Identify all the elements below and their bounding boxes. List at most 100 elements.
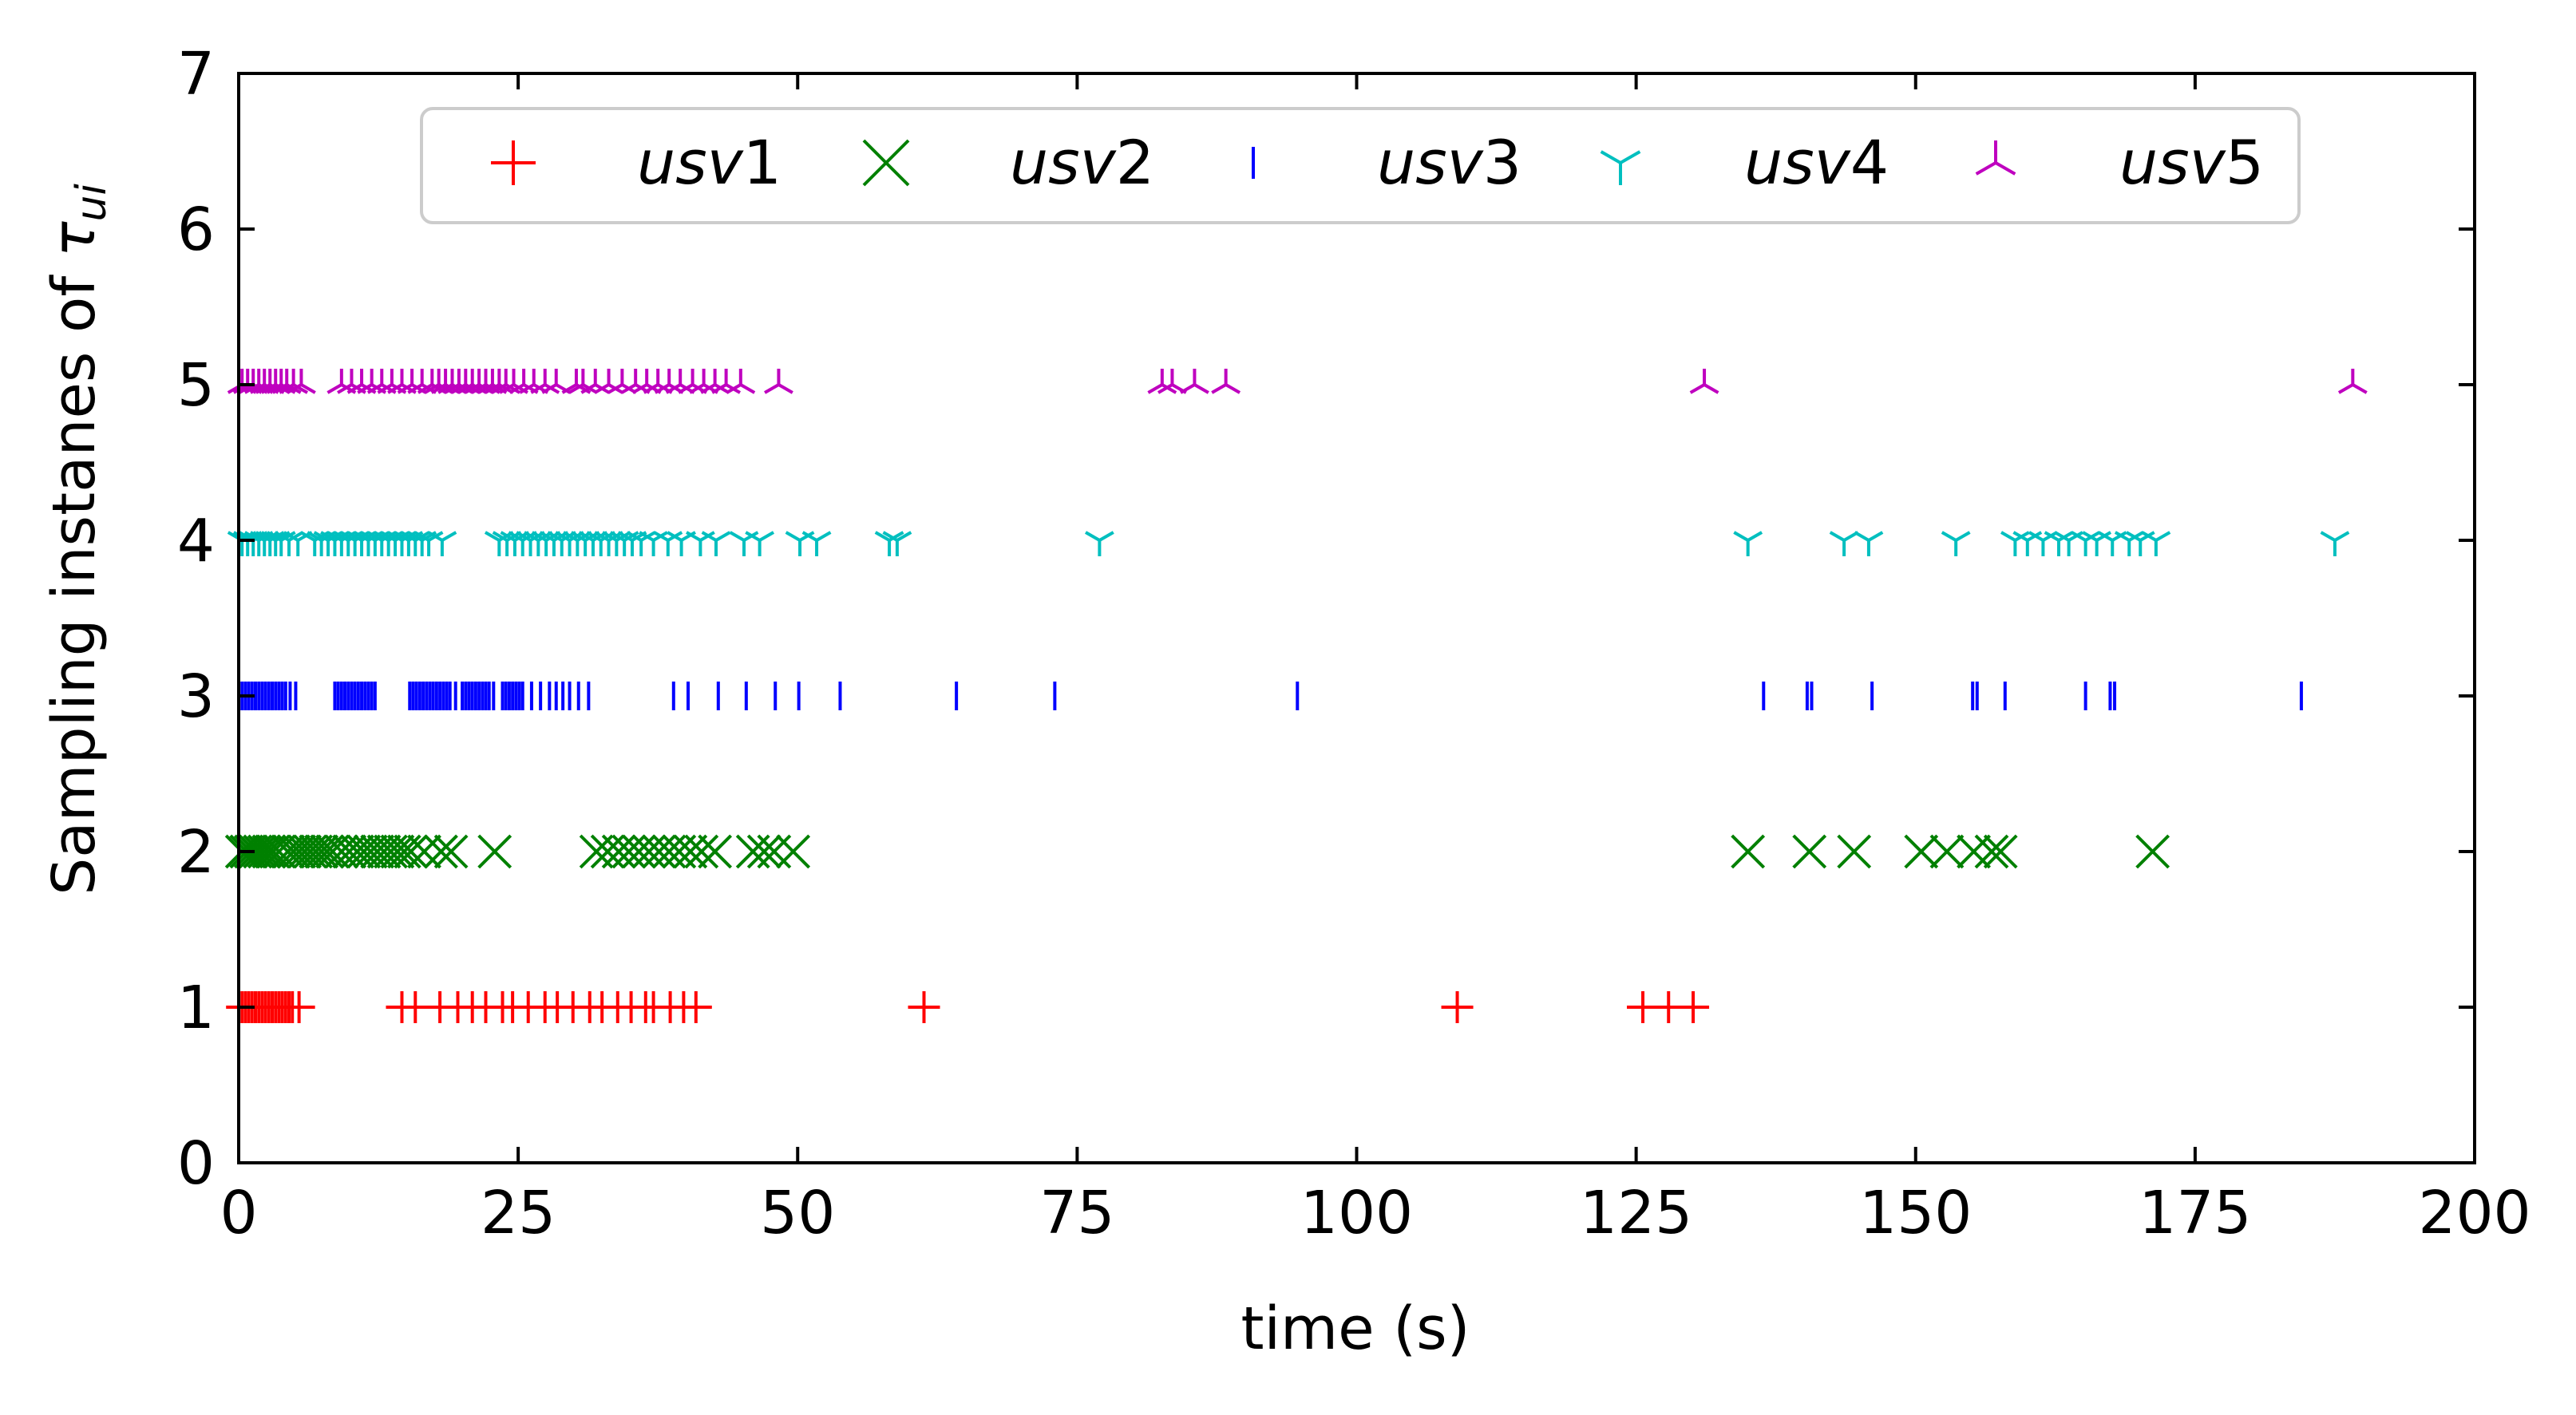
point-usv2	[698, 834, 733, 869]
point-usv2	[433, 834, 469, 869]
point-usv4	[2320, 531, 2350, 556]
point-usv4	[1941, 531, 1971, 556]
legend-label-usv5: usv5	[2119, 127, 2264, 198]
point-usv5	[1147, 369, 1177, 394]
legend-label-base: usv	[1377, 127, 1484, 198]
point-usv5	[726, 369, 756, 394]
legend-item-usv2: usv2	[862, 127, 1154, 198]
series-usv4	[227, 531, 2350, 556]
legend-label-base: usv	[1010, 127, 1117, 198]
point-usv2	[315, 834, 350, 869]
point-usv4	[1733, 531, 1763, 556]
legend: usv1 usv2 usv3 usv4 usv5	[420, 107, 2301, 224]
point-usv2	[394, 834, 429, 869]
point-usv4	[653, 531, 683, 556]
point-usv2	[757, 834, 792, 869]
y-tick-label: 2	[177, 818, 215, 887]
point-usv2	[407, 834, 441, 869]
series-usv1	[226, 991, 1710, 1023]
point-usv1	[1677, 991, 1710, 1023]
point-usv2	[684, 834, 719, 869]
y-tick-label: 5	[177, 351, 215, 420]
legend-label-index: 5	[2226, 127, 2264, 198]
x-tick-label: 0	[220, 1179, 257, 1247]
legend-label-index: 3	[1483, 127, 1521, 198]
point-usv5	[1211, 369, 1241, 394]
x-tick-label: 75	[1039, 1179, 1114, 1247]
point-usv2	[1731, 834, 1766, 869]
point-usv1	[283, 991, 315, 1023]
point-usv4	[2044, 531, 2074, 556]
legend-marker-usv1	[491, 140, 536, 185]
point-usv5	[287, 369, 316, 394]
point-usv5	[1689, 369, 1719, 394]
y-axis-label-subscript: ui	[68, 184, 116, 222]
point-usv2	[1837, 834, 1872, 869]
y-tick-label: 3	[177, 662, 215, 731]
point-usv1	[908, 991, 940, 1023]
legend-label-base: usv	[1744, 127, 1851, 198]
point-usv2	[1957, 834, 1991, 869]
point-usv2	[299, 834, 334, 869]
point-usv5	[580, 369, 611, 394]
point-usv4	[745, 531, 775, 556]
point-usv4	[701, 531, 731, 556]
x-tick-label: 25	[481, 1179, 556, 1247]
series-usv2	[224, 834, 2170, 869]
legend-label-usv2: usv2	[1010, 127, 1154, 198]
x-tick-label: 50	[760, 1179, 835, 1247]
legend-item-usv5: usv5	[1975, 127, 2264, 198]
point-usv2	[243, 834, 278, 869]
point-usv4	[427, 531, 457, 556]
point-usv2	[1974, 834, 2009, 869]
point-usv4	[1854, 531, 1884, 556]
x-tick-label: 150	[1859, 1179, 1972, 1247]
point-usv2	[1929, 834, 1965, 869]
y-tick-label: 7	[177, 40, 215, 109]
legend-marker-usv5	[1975, 140, 2016, 176]
y-axis-label: Sampling instanes of τui	[40, 184, 116, 895]
y-tick-label: 0	[177, 1129, 215, 1198]
y-tick-label: 1	[177, 974, 215, 1042]
legend-marker-usv4	[1600, 150, 1641, 185]
legend-label-index: 1	[743, 127, 782, 198]
point-usv4	[801, 531, 832, 556]
point-usv4	[1829, 531, 1859, 556]
legend-item-usv4: usv4	[1600, 127, 1889, 198]
point-usv2	[1983, 834, 2018, 869]
x-tick-label: 125	[1580, 1179, 1692, 1247]
point-usv5	[607, 369, 637, 394]
point-usv4	[667, 531, 696, 556]
y-tick-label: 6	[177, 196, 215, 264]
point-usv5	[594, 369, 623, 394]
point-usv1	[679, 991, 712, 1023]
legend-label-index: 2	[1116, 127, 1154, 198]
legend-label-base: usv	[637, 127, 744, 198]
x-tick-label: 175	[2139, 1179, 2251, 1247]
point-usv4	[882, 531, 912, 556]
x-tick-label: 100	[1300, 1179, 1413, 1247]
point-usv4	[2000, 531, 2030, 556]
series-usv3	[240, 682, 2303, 710]
y-axis-label-prefix: Sampling instanes of	[40, 257, 109, 895]
y-axis-label-symbol: τ	[40, 221, 109, 257]
x-tick-label: 200	[2418, 1179, 2530, 1247]
point-usv5	[764, 369, 793, 394]
point-usv5	[1180, 369, 1209, 394]
legend-label-usv1: usv1	[637, 127, 782, 198]
series-usv5	[227, 369, 2368, 394]
point-usv2	[746, 834, 782, 869]
data-points	[224, 369, 2368, 1023]
point-usv2	[477, 834, 512, 869]
point-usv2	[251, 834, 287, 869]
point-usv5	[2337, 369, 2368, 394]
legend-box	[420, 107, 2301, 224]
legend-label-usv4: usv4	[1744, 127, 1889, 198]
point-usv4	[1084, 531, 1114, 556]
point-usv2	[1904, 834, 1939, 869]
point-usv1	[1441, 991, 1474, 1023]
legend-marker-usv2	[862, 139, 910, 187]
legend-item-usv1: usv1	[491, 127, 782, 198]
